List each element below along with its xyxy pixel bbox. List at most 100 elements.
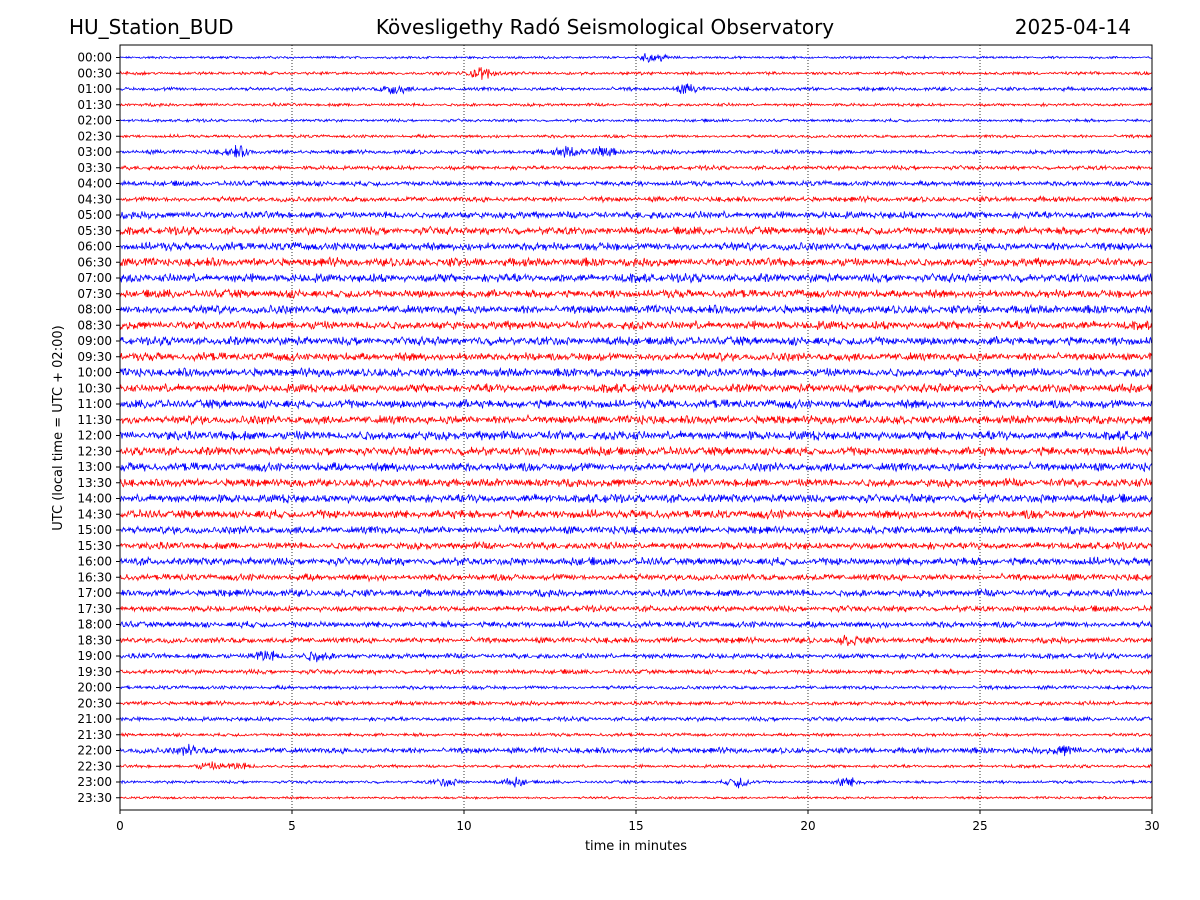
observatory-title: Kövesligethy Radó Seismological Observat… bbox=[375, 15, 835, 39]
seismic-trace bbox=[119, 382, 1153, 394]
y-tick-label: 04:30 bbox=[77, 192, 112, 206]
y-tick-label: 01:00 bbox=[77, 82, 112, 96]
y-tick-label: 17:00 bbox=[77, 586, 112, 600]
seismic-trace bbox=[119, 492, 1153, 505]
x-tick-label: 15 bbox=[628, 819, 643, 833]
seismic-trace bbox=[119, 445, 1153, 457]
seismic-trace bbox=[119, 241, 1153, 253]
grid-lines bbox=[291, 45, 981, 810]
seismic-trace bbox=[119, 53, 1153, 63]
seismic-trace bbox=[119, 477, 1153, 489]
y-tick-label: 07:00 bbox=[77, 271, 112, 285]
seismic-trace bbox=[119, 83, 1153, 95]
y-tick-label: 05:30 bbox=[77, 224, 112, 238]
seismic-trace bbox=[119, 731, 1153, 738]
y-tick-label: 04:00 bbox=[77, 177, 112, 191]
y-tick-label: 12:30 bbox=[77, 444, 112, 458]
y-tick-label: 00:00 bbox=[77, 51, 112, 65]
y-tick-label: 12:00 bbox=[77, 429, 112, 443]
y-tick-label: 14:00 bbox=[77, 492, 112, 506]
y-tick-label: 09:30 bbox=[77, 350, 112, 364]
y-tick-label: 00:30 bbox=[77, 66, 112, 80]
seismic-trace bbox=[119, 572, 1153, 583]
seismic-trace bbox=[119, 101, 1153, 108]
y-tick-label: 06:30 bbox=[77, 255, 112, 269]
seismic-trace bbox=[119, 145, 1153, 158]
seismic-trace bbox=[119, 699, 1153, 707]
y-tick-label: 13:30 bbox=[77, 476, 112, 490]
seismic-trace bbox=[119, 604, 1153, 614]
y-tick-label: 05:00 bbox=[77, 208, 112, 222]
x-tick-labels: 0 5 10 15 20 25 30 bbox=[116, 810, 1160, 833]
seismic-trace bbox=[119, 650, 1153, 663]
x-tick-label: 10 bbox=[456, 819, 471, 833]
seismic-trace bbox=[119, 133, 1153, 140]
station-title: HU_Station_BUD bbox=[69, 15, 234, 39]
y-tick-label: 19:00 bbox=[77, 649, 112, 663]
y-tick-label: 14:30 bbox=[77, 507, 112, 521]
seismic-trace bbox=[119, 795, 1153, 801]
y-tick-label: 11:00 bbox=[77, 397, 112, 411]
y-tick-label: 11:30 bbox=[77, 413, 112, 427]
y-axis-label: UTC (local time = UTC + 02:00) bbox=[51, 325, 66, 530]
date-title: 2025-04-14 bbox=[1014, 15, 1131, 39]
y-tick-label: 16:00 bbox=[77, 555, 112, 569]
seismic-trace bbox=[119, 715, 1153, 723]
y-tick-label: 22:30 bbox=[77, 759, 112, 773]
x-tick-label: 30 bbox=[1144, 819, 1159, 833]
y-tick-label: 06:00 bbox=[77, 240, 112, 254]
seismic-trace bbox=[119, 684, 1153, 691]
y-tick-label: 01:30 bbox=[77, 98, 112, 112]
seismic-trace bbox=[119, 225, 1153, 237]
seismic-trace bbox=[119, 272, 1153, 284]
seismic-trace bbox=[119, 67, 1153, 80]
y-tick-label: 08:00 bbox=[77, 303, 112, 317]
y-tick-label: 23:00 bbox=[77, 775, 112, 789]
seismic-trace bbox=[119, 319, 1153, 331]
seismic-trace bbox=[119, 743, 1153, 757]
y-tick-label: 03:00 bbox=[77, 145, 112, 159]
seismic-trace bbox=[119, 761, 1153, 771]
x-tick-label: 25 bbox=[972, 819, 987, 833]
y-tick-label: 17:30 bbox=[77, 602, 112, 616]
seismic-trace bbox=[119, 117, 1153, 124]
seismic-trace bbox=[119, 460, 1153, 473]
y-tick-label: 18:30 bbox=[77, 633, 112, 647]
seismic-trace bbox=[119, 256, 1153, 268]
y-tick-label: 02:00 bbox=[77, 114, 112, 128]
seismic-trace bbox=[119, 668, 1153, 676]
trace-layer bbox=[119, 53, 1153, 801]
seismic-trace bbox=[119, 366, 1153, 378]
y-tick-label: 15:30 bbox=[77, 539, 112, 553]
seismic-trace bbox=[119, 587, 1153, 599]
x-tick-label: 20 bbox=[800, 819, 815, 833]
y-tick-label: 19:30 bbox=[77, 665, 112, 679]
y-tick-label: 21:00 bbox=[77, 712, 112, 726]
seismic-trace bbox=[119, 303, 1153, 316]
y-tick-label: 22:00 bbox=[77, 744, 112, 758]
x-tick-label: 0 bbox=[116, 819, 124, 833]
seismic-trace bbox=[119, 619, 1153, 630]
y-tick-label: 16:30 bbox=[77, 570, 112, 584]
seismic-trace bbox=[119, 398, 1153, 410]
x-axis-label: time in minutes bbox=[585, 839, 687, 854]
seismic-trace bbox=[119, 413, 1153, 426]
seismic-trace bbox=[119, 351, 1153, 363]
y-tick-label: 10:30 bbox=[77, 381, 112, 395]
seismic-trace bbox=[119, 555, 1153, 568]
y-tick-label: 21:30 bbox=[77, 728, 112, 742]
y-tick-label: 15:00 bbox=[77, 523, 112, 537]
seismic-trace bbox=[119, 540, 1153, 551]
seismic-trace bbox=[119, 194, 1153, 204]
y-tick-label: 03:30 bbox=[77, 161, 112, 175]
seismic-trace bbox=[119, 179, 1153, 188]
seismic-trace bbox=[119, 508, 1153, 520]
y-tick-label: 23:30 bbox=[77, 791, 112, 805]
x-tick-label: 5 bbox=[288, 819, 296, 833]
seismic-trace bbox=[119, 429, 1153, 442]
y-tick-label: 18:00 bbox=[77, 618, 112, 632]
seismic-trace bbox=[119, 634, 1153, 647]
seismic-trace bbox=[119, 524, 1153, 536]
